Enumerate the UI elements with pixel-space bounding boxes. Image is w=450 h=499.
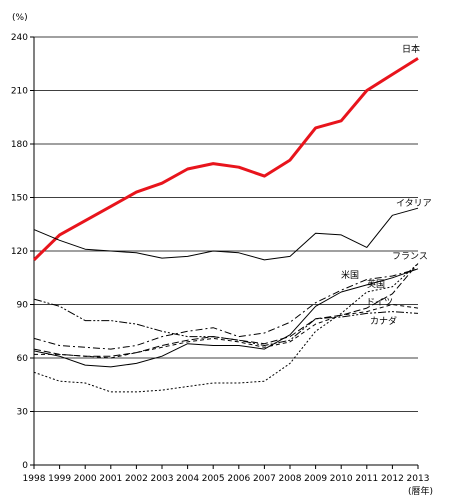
y-tick-label: 0 (22, 461, 28, 471)
x-tick-label: 2005 (202, 474, 225, 484)
y-tick-label: 150 (11, 194, 28, 204)
series-lines (32, 57, 419, 393)
gridlines (30, 36, 418, 466)
y-tick-label: 90 (17, 301, 29, 311)
y-tick-label: 60 (17, 354, 29, 364)
x-tick-label: 2013 (407, 474, 430, 484)
series-label: カナダ (370, 315, 397, 327)
y-tick-label: 240 (11, 33, 28, 43)
x-tick-label: 2011 (355, 474, 378, 484)
x-tick-label: 2006 (227, 474, 250, 484)
series-line-0 (32, 57, 419, 261)
x-tick-label: 2001 (99, 474, 122, 484)
series-line-2 (33, 263, 419, 357)
x-tick-label: 2003 (151, 474, 174, 484)
series-line-5 (34, 304, 419, 359)
x-tick-label: 2012 (381, 474, 404, 484)
y-tick-label: 30 (17, 408, 29, 418)
series-label: イタリア (396, 198, 432, 209)
x-tick-label: 2009 (304, 474, 327, 484)
x-tick-label: 1999 (48, 474, 71, 484)
x-tick-labels: 1998 1999 2000 2001 2002 2003 2004 2005 2006 2007… (23, 465, 430, 484)
series-label: ドイツ (366, 298, 393, 308)
series-label: 米国 (341, 269, 359, 281)
x-tick-label: 2002 (125, 474, 148, 484)
y-tick-labels: 0 30 60 90 120 150 180 210 240 (11, 33, 28, 471)
x-tick-label: 2008 (279, 474, 302, 484)
axes (33, 37, 418, 466)
x-tick-label: 2010 (330, 474, 353, 484)
series-line-6 (33, 298, 419, 346)
x-axis-label: (暦年) (408, 485, 433, 497)
y-axis-label: (%) (12, 13, 28, 23)
series-line-7 (33, 263, 419, 393)
x-tick-label: 2000 (74, 474, 97, 484)
series-label: フランス (392, 251, 428, 262)
y-tick-label: 180 (11, 140, 28, 150)
y-tick-label: 120 (11, 247, 28, 257)
series-label: 英国 (367, 278, 385, 290)
y-tick-label: 210 (11, 87, 28, 97)
x-tick-label: 2007 (253, 474, 276, 484)
series-line-1 (33, 207, 419, 261)
series-line-4 (33, 268, 419, 350)
series-label: 日本 (402, 43, 420, 55)
x-tick-label: 2004 (176, 474, 199, 484)
x-tick-label: 1998 (23, 474, 46, 484)
series-line-3 (33, 268, 419, 368)
